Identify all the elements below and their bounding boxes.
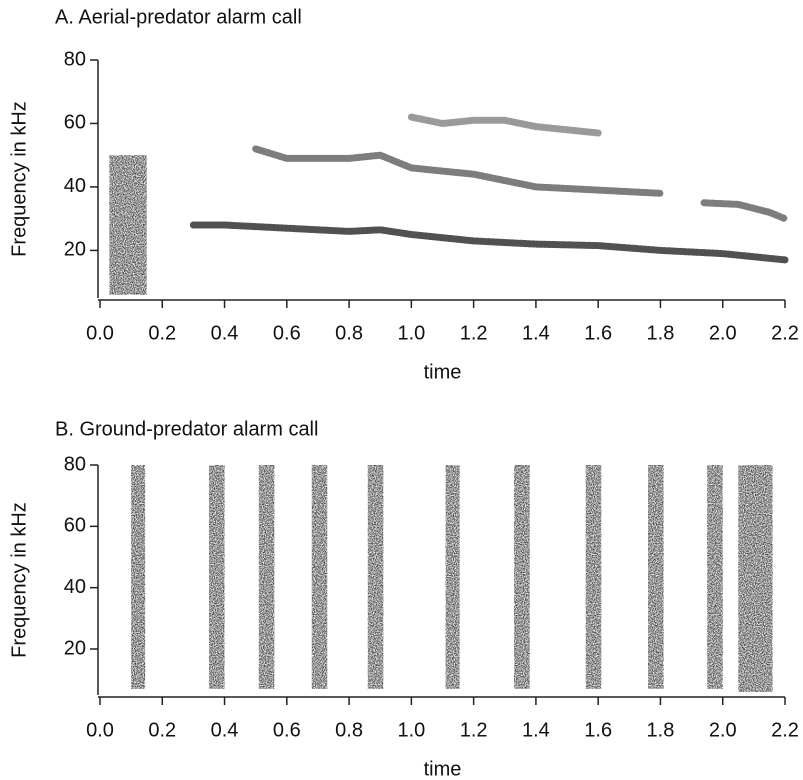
x-tick-label: 1.2: [460, 322, 488, 344]
harmonic-trace: [252, 145, 664, 197]
x-tick-label: 0.6: [273, 322, 301, 344]
harmonic-trace: [407, 113, 602, 137]
y-tick-label: 40: [64, 175, 86, 197]
x-tick-label: 0.4: [211, 719, 239, 741]
harmonic-trace: [189, 221, 789, 264]
x-tick-label: 1.4: [522, 719, 550, 741]
y-axis-label: Frequency in kHz: [8, 101, 30, 257]
chart-title: B. Ground-predator alarm call: [55, 418, 318, 440]
y-tick-label: 60: [64, 515, 86, 537]
x-tick-label: 2.0: [709, 719, 737, 741]
x-tick-label: 0.4: [211, 322, 239, 344]
call-burst: [648, 465, 664, 689]
call-burst: [445, 465, 460, 689]
y-tick-label: 80: [64, 48, 86, 70]
x-tick-label: 2.2: [771, 719, 799, 741]
x-tick-label: 1.4: [522, 322, 550, 344]
y-tick-label: 20: [64, 239, 86, 261]
x-tick-label: 0.0: [86, 322, 114, 344]
x-tick-label: 0.8: [335, 322, 363, 344]
x-tick-label: 1.8: [647, 322, 675, 344]
call-burst: [367, 465, 384, 689]
harmonic-trace: [700, 199, 789, 223]
y-axis-label: Frequency in kHz: [8, 502, 30, 658]
x-tick-label: 1.8: [647, 719, 675, 741]
x-tick-label: 0.8: [335, 719, 363, 741]
x-axis-label: time: [424, 758, 462, 780]
call-burst: [707, 465, 723, 689]
call-burst: [738, 465, 773, 692]
call-burst: [131, 465, 146, 689]
x-tick-label: 2.0: [709, 322, 737, 344]
x-tick-label: 0.0: [86, 719, 114, 741]
y-tick-label: 60: [64, 112, 86, 134]
call-burst: [109, 155, 147, 295]
call-burst: [208, 465, 225, 689]
y-tick-label: 40: [64, 576, 86, 598]
x-tick-label: 0.2: [148, 719, 176, 741]
call-burst: [258, 465, 275, 689]
call-burst: [585, 465, 602, 689]
x-tick-label: 0.2: [148, 322, 176, 344]
x-tick-label: 0.6: [273, 719, 301, 741]
x-tick-label: 1.0: [397, 719, 425, 741]
y-tick-label: 20: [64, 637, 86, 659]
call-burst: [514, 465, 530, 689]
x-tick-label: 1.6: [584, 719, 612, 741]
call-burst: [311, 465, 328, 689]
x-tick-label: 2.2: [771, 322, 799, 344]
x-tick-label: 1.6: [584, 322, 612, 344]
y-tick-label: 80: [64, 453, 86, 475]
x-axis-label: time: [424, 361, 462, 383]
x-tick-label: 1.0: [397, 322, 425, 344]
x-tick-label: 1.2: [460, 719, 488, 741]
chart-title: A. Aerial-predator alarm call: [55, 6, 302, 28]
